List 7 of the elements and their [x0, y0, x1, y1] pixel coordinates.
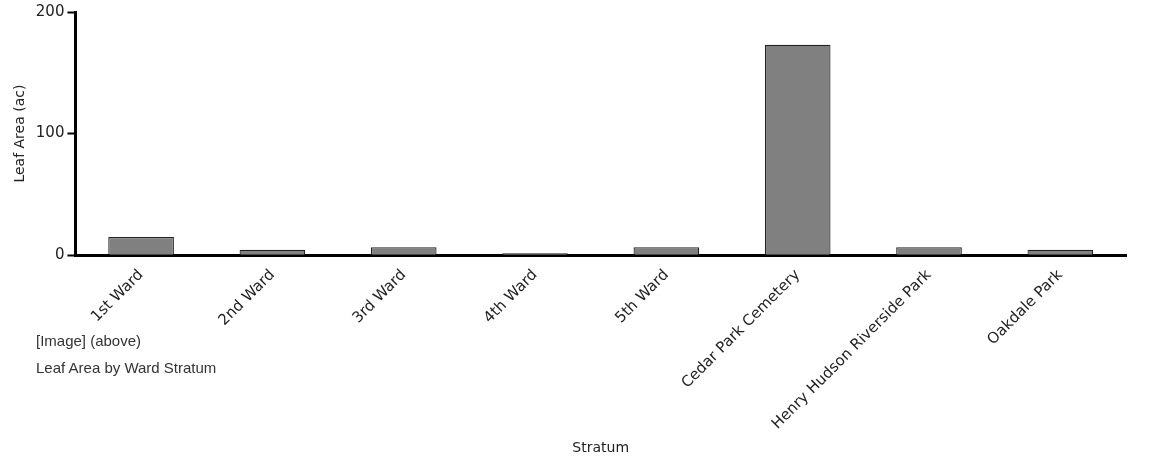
text: Leaf Area by Ward Stratum	[36, 359, 217, 376]
y-axis-title: Leaf Area (ac)	[11, 84, 28, 183]
y-tick-label: 0	[54, 245, 65, 264]
x-axis-title: Stratum	[572, 439, 630, 456]
y-tick-label: 100	[35, 123, 65, 142]
y-tick-label: 200	[35, 1, 65, 20]
text: [Image] (above)	[36, 332, 143, 349]
